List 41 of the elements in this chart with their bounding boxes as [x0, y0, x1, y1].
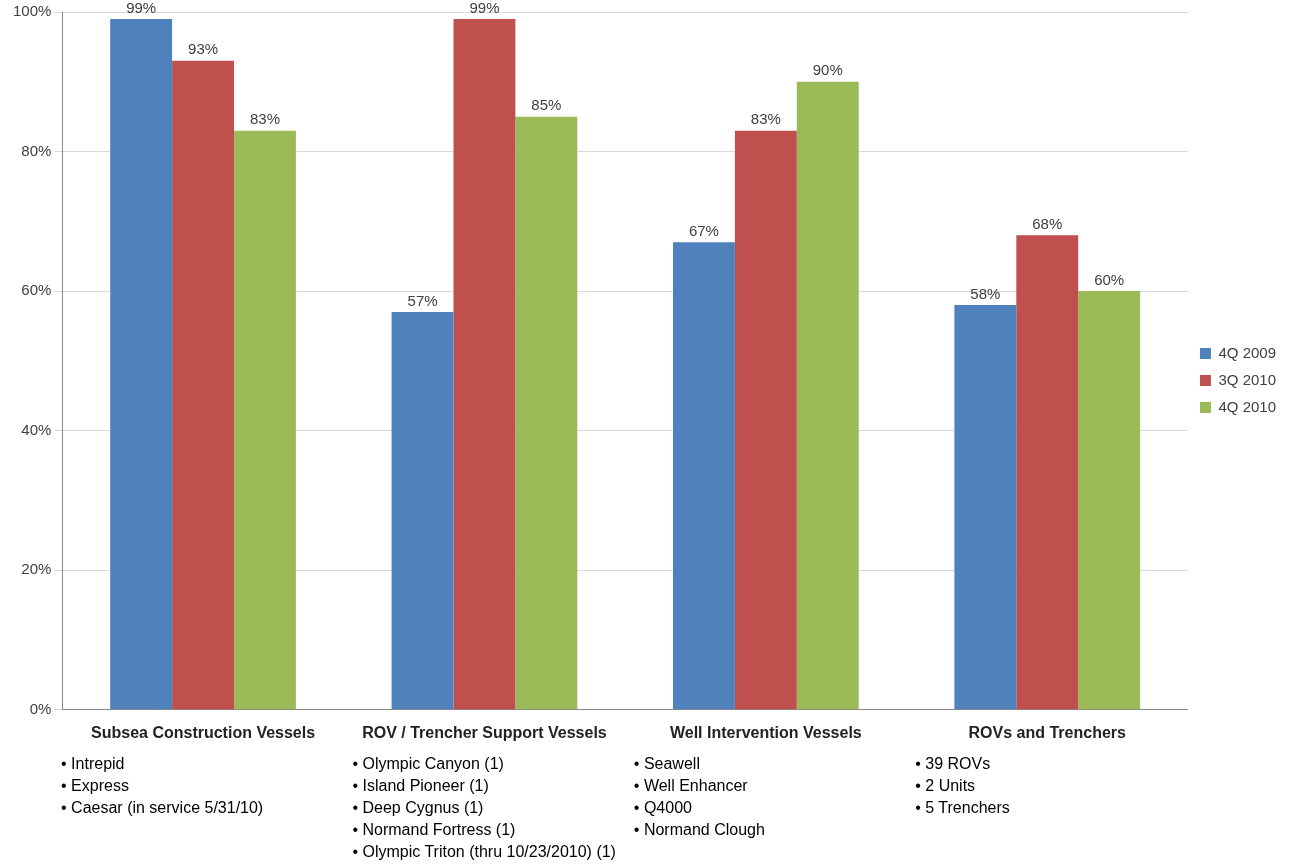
legend-label: 4Q 2009: [1218, 343, 1276, 361]
y-tick-label: 0%: [29, 699, 52, 717]
data-label: 93%: [188, 40, 219, 58]
bar: [673, 242, 735, 710]
y-tick-label: 100%: [12, 2, 52, 20]
data-label: 57%: [407, 291, 438, 309]
bar: [110, 18, 173, 710]
text: • Olympic Canyon (1) • Island Pioneer (1) • Deep Cygnus (1) • Normand Fortress (1) • Olympic Triton (thru 10/23/2010) (1): [352, 755, 616, 861]
bar: [1016, 235, 1079, 710]
bar: [796, 81, 859, 710]
y-tick-label: 80%: [21, 141, 52, 159]
bar: [234, 130, 296, 710]
data-label: 58%: [970, 284, 1001, 302]
data-label: 99%: [126, 0, 157, 16]
data-label: 83%: [750, 110, 781, 128]
y-tick-label: 60%: [21, 281, 52, 299]
bar: [515, 116, 578, 710]
bar: [172, 60, 235, 710]
data-label: 83%: [249, 110, 280, 128]
bar: [954, 305, 1017, 710]
bar: [453, 18, 516, 710]
x-tick-label: ROVs and Trenchers: [968, 723, 1127, 741]
y-tick-label: 40%: [21, 420, 52, 438]
y-tick-label: 20%: [21, 560, 52, 578]
text: • Intrepid • Express • Caesar (in service 5/31/10): [61, 755, 264, 817]
bar: [1078, 291, 1141, 710]
bar: [391, 312, 454, 710]
x-tick-label: ROV / Trencher Support Vessels: [362, 723, 607, 741]
text: • 39 ROVs • 2 Units • 5 Trenchers: [915, 755, 1010, 817]
x-tick-label: Well Intervention Vessels: [669, 723, 862, 741]
legend-label: 3Q 2010: [1218, 370, 1276, 388]
legend-label: 4Q 2010: [1218, 397, 1276, 415]
bar: [734, 130, 797, 710]
text: • Seawell • Well Enhancer • Q4000 • Normand Clough: [633, 755, 765, 839]
data-label: 85%: [531, 96, 562, 114]
data-label: 90%: [812, 61, 843, 79]
data-label: 68%: [1032, 214, 1063, 232]
data-label: 60%: [1094, 270, 1125, 288]
x-tick-label: Subsea Construction Vessels: [91, 723, 316, 741]
data-label: 67%: [688, 221, 719, 239]
data-label: 99%: [469, 0, 500, 16]
